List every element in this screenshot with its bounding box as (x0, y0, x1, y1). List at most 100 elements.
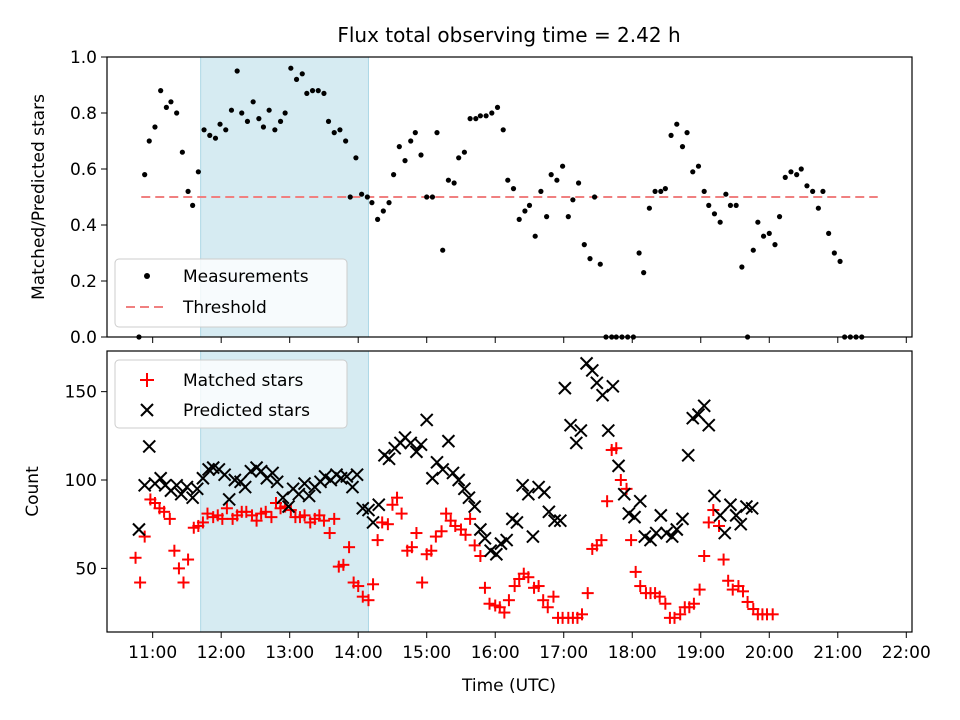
matched-star-point (352, 580, 365, 593)
predicted-star-d2 (153, 471, 168, 485)
predicted-star-d2 (670, 522, 684, 537)
measurement-point (293, 76, 300, 82)
measurement-point (185, 188, 191, 194)
matched-star-point (440, 507, 453, 520)
matched-star-point (371, 534, 384, 547)
measurement-point (223, 127, 229, 133)
predicted-star-point (217, 468, 232, 482)
measurement-point (234, 68, 240, 74)
measurement-point (266, 107, 272, 113)
predicted-star-d2 (633, 494, 647, 508)
predicted-star-d2 (579, 356, 594, 371)
measurement-point (239, 110, 245, 116)
matched-star-point (576, 608, 589, 621)
predicted-star-d2 (425, 471, 440, 485)
measurement-point (412, 130, 418, 136)
predicted-star-d2 (691, 407, 706, 422)
predicted-star-d2 (350, 468, 364, 482)
matched-star-point (337, 558, 350, 571)
measurement-point (652, 188, 658, 194)
predicted-star-point (190, 482, 204, 496)
matched-star-point (659, 597, 672, 610)
predicted-star-point (611, 459, 626, 473)
x-tick-label: 14:00 (334, 643, 383, 663)
predicted-star-d2 (601, 423, 615, 438)
predicted-star-d2 (340, 469, 354, 484)
measurement-point (195, 169, 201, 175)
predicted-star-d2 (228, 473, 242, 487)
chart-title: Flux total observing time = 2.42 h (337, 23, 680, 47)
measurement-point (755, 219, 761, 225)
predicted-star-d2 (462, 490, 476, 505)
predicted-star-d2 (297, 476, 312, 491)
predicted-star-d2 (372, 498, 386, 512)
bottom-legend: Matched stars Predicted stars (114, 359, 348, 429)
measurement-point (489, 110, 495, 116)
predicted-star-point (563, 418, 578, 432)
measurement-point (684, 130, 690, 136)
matched-star-point (410, 527, 423, 540)
predicted-star-point (723, 498, 738, 512)
predicted-star-point (276, 490, 290, 505)
predicted-star-point (697, 399, 711, 413)
y-tick-label: 100 (65, 471, 97, 491)
predicted-star-d2 (547, 513, 562, 528)
predicted-star-point (366, 515, 380, 530)
matched-star-point (405, 541, 418, 554)
top-panel: 0.0 0.2 0.4 0.6 0.8 1.0 Matched/Predicted sta… (29, 48, 913, 348)
x-tick-label: 19:00 (676, 643, 725, 663)
measurement-point (723, 191, 729, 197)
x-axis-label: Time (UTC) (461, 676, 556, 696)
matched-star-point (391, 491, 404, 504)
predicted-star-d2 (435, 462, 450, 477)
measurement-point (483, 113, 489, 119)
measurement-point (658, 188, 664, 194)
predicted-star-point (302, 489, 316, 503)
predicted-star-d2 (585, 363, 599, 378)
predicted-star-point (361, 503, 376, 517)
measurement-point (739, 264, 745, 270)
predicted-star-d2 (729, 508, 743, 523)
measurement-point (473, 116, 479, 122)
bottom-panel: 11:00 12:00 13:00 14:00 15:00 16:00 17:00 18:00… (23, 350, 931, 696)
predicted-star-d2 (595, 388, 610, 402)
measurement-point (668, 132, 674, 138)
measurement-point (391, 172, 397, 178)
predicted-star-point (681, 448, 695, 462)
legend-measurements-label: Measurements (183, 267, 309, 287)
measurement-point (788, 169, 794, 175)
predicted-star-point (180, 480, 194, 494)
matched-star-point (713, 519, 726, 532)
predicted-star-point (238, 480, 252, 494)
y-tick-label: 0.8 (70, 104, 97, 124)
measurement-point (477, 113, 483, 119)
x-tick-label: 18:00 (608, 643, 657, 663)
predicted-star-d2 (467, 499, 482, 514)
matched-star-point (134, 576, 147, 589)
predicted-star-point (201, 462, 216, 477)
matched-star-point (693, 583, 706, 596)
predicted-star-d2 (414, 437, 428, 452)
measurement-point (804, 183, 810, 189)
predicted-star-d2 (254, 464, 268, 478)
predicted-star-d2 (217, 468, 232, 482)
x-tick-label: 12:00 (197, 643, 246, 663)
matched-star-point (367, 578, 380, 591)
predicted-star-point (617, 487, 631, 501)
predicted-star-point (185, 490, 200, 505)
measurement-point (554, 177, 560, 183)
predicted-star-d2 (137, 478, 152, 493)
x-tick-label: 22:00 (882, 643, 931, 663)
measurement-point (674, 121, 680, 127)
predicted-star-d2 (537, 485, 552, 500)
predicted-star-d2 (675, 512, 690, 526)
predicted-star-d2 (606, 379, 620, 394)
y-tick-label: 0.6 (70, 160, 97, 180)
predicted-star-d2 (569, 436, 584, 450)
predicted-star-point (345, 480, 360, 494)
predicted-star-point (633, 494, 647, 508)
predicted-star-d2 (446, 466, 460, 480)
predicted-star-d2 (617, 487, 631, 501)
measurement-point (826, 230, 832, 236)
predicted-star-point (558, 381, 572, 395)
